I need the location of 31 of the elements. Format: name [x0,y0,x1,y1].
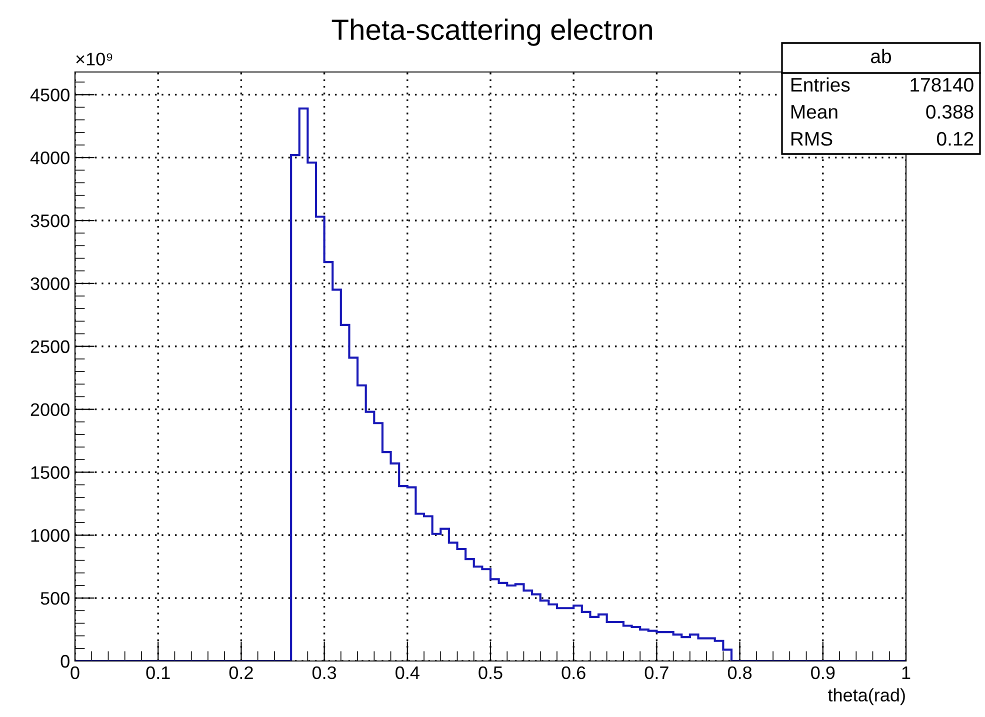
text: ab [871,48,891,64]
x-tick-label: 0.2 [229,666,253,680]
annotation: Entries [791,77,850,92]
text: ×10⁹ [76,52,112,66]
y-tick-label: 4500 [30,88,70,102]
x-axis-title: theta(rad) [828,688,905,706]
y-tick-label: 2500 [30,340,70,354]
x-tick-label: 0.9 [811,666,835,680]
chart-title: Theta-scattering electron [332,18,652,46]
text: 178140 [910,78,974,92]
x-tick-label: 0.7 [644,666,668,680]
annotation: RMS [791,132,832,146]
x-tick-label: 0.5 [478,666,502,680]
x-tick-label: 0.3 [312,666,336,680]
y-tick-label: 4000 [30,152,70,164]
x-tick-label: 0.6 [562,666,586,680]
x-tick-label: 0.1 [146,666,170,680]
y-tick-label: 2000 [30,403,70,416]
y-tick-label: 3000 [30,277,70,290]
x-tick-label: 1 [902,666,910,679]
x-tick-label: 0.4 [396,666,420,680]
text: 0.388 [926,104,974,119]
y-tick-label: 3500 [30,214,70,228]
x-tick-label: 0 [70,666,80,680]
text: 0.12 [937,132,974,146]
y-tick-label: 1000 [31,529,70,542]
x-tick-label: 0.8 [728,666,752,680]
y-tick-label: 1500 [31,466,70,479]
y-tick-label: 0 [60,654,70,668]
y-tick-label: 500 [40,592,70,605]
annotation: Mean [791,105,838,119]
